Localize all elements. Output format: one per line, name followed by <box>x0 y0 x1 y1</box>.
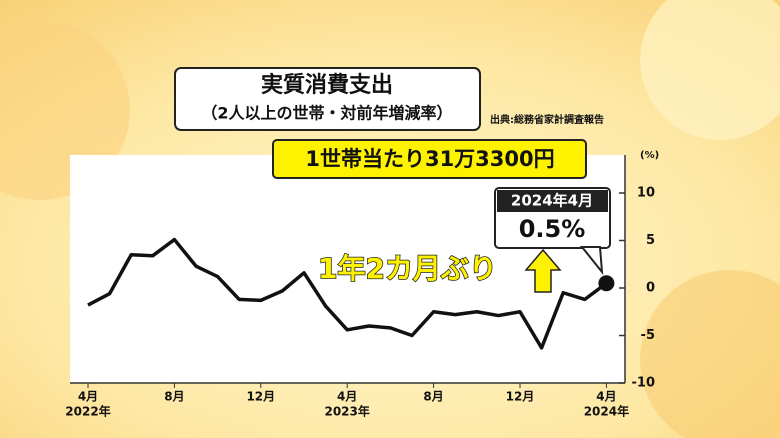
bokeh <box>640 0 780 140</box>
x-year-label: 2022年 <box>65 404 110 419</box>
bokeh <box>640 270 780 438</box>
x-tick-label: 4月 <box>337 390 357 404</box>
series-line <box>87 237 608 350</box>
value-label: 0.5% <box>519 215 586 243</box>
y-tick-label: 0 <box>646 281 655 296</box>
bokeh <box>0 20 130 200</box>
x-tick-label: 12月 <box>506 390 535 404</box>
highlight-box <box>272 139 587 179</box>
x-tick-label: 4月 <box>596 390 616 404</box>
chart-title: 実質消費支出 <box>261 72 393 98</box>
x-tick-label: 8月 <box>164 390 184 404</box>
callout-pointer <box>579 246 604 276</box>
x-tick-label: 8月 <box>423 390 443 404</box>
x-tick-label: 4月 <box>78 390 98 404</box>
x-tick-label: 12月 <box>246 390 275 404</box>
up-arrow <box>524 248 562 293</box>
highlight-point <box>598 275 615 292</box>
chart-subtitle: （2人以上の世帯・対前年増減率） <box>201 104 452 123</box>
annotation: 1年2カ月ぶり <box>318 252 497 285</box>
callout-date: 2024年4月 <box>511 192 593 210</box>
y-tick-label: -5 <box>641 328 655 343</box>
source: 出典:総務省家計調査報告 <box>490 113 604 126</box>
x-year-label: 2023年 <box>324 404 369 419</box>
y-unit: (%) <box>640 150 659 161</box>
callout-header <box>497 190 608 212</box>
y-tick-label: 5 <box>646 233 655 248</box>
y-tick-label: 10 <box>637 186 655 201</box>
y-tick-label: -10 <box>632 376 656 391</box>
title-box <box>174 67 481 131</box>
x-year-label: 2024年 <box>584 404 629 419</box>
highlight: 1世帯当たり31万3300円 <box>305 147 554 171</box>
